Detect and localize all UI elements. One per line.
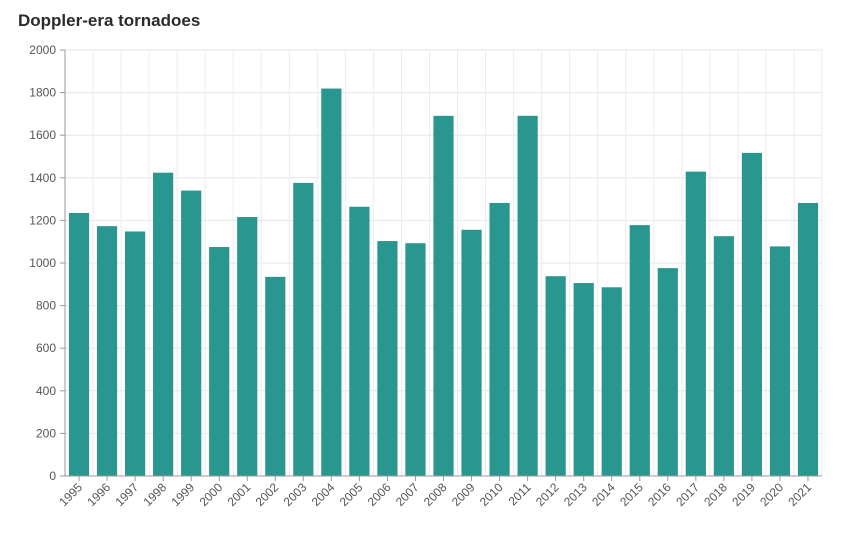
chart-title: Doppler-era tornadoes — [18, 11, 201, 30]
y-tick-label: 0 — [49, 469, 56, 483]
x-tick-label: 2000 — [197, 480, 226, 509]
bar-2017 — [685, 171, 706, 477]
y-tick-labels: 0 200 400 600 800 1000 1200 1400 1600 1800 2000 — [29, 43, 56, 483]
x-tick-label: 2006 — [365, 480, 394, 509]
bar-2010 — [489, 202, 510, 476]
y-tick-label: 1200 — [29, 213, 56, 227]
x-tick-label: 2019 — [729, 480, 758, 509]
y-tick-label: 1000 — [29, 256, 56, 270]
x-tick-label: 2010 — [477, 480, 506, 509]
x-tick-label: 2002 — [253, 480, 282, 509]
x-tick-label: 2013 — [561, 480, 590, 509]
x-tick-label: 1995 — [56, 480, 85, 509]
bar-2018 — [713, 236, 734, 476]
x-tick-label: 2020 — [757, 480, 786, 509]
x-tick-label: 2012 — [533, 480, 562, 509]
x-tick-label: 2011 — [506, 480, 534, 508]
x-tick-label: 2015 — [617, 480, 646, 509]
y-tick-label: 600 — [36, 341, 56, 355]
x-tick-label: 1997 — [112, 480, 141, 509]
x-tick-label: 2007 — [393, 480, 422, 509]
x-tick-label: 2017 — [673, 480, 702, 509]
bars — [68, 88, 819, 477]
bar-1998 — [153, 172, 174, 477]
bar-2012 — [545, 276, 566, 476]
bar-2009 — [461, 229, 482, 476]
bar-2014 — [601, 287, 622, 476]
y-tick-label: 1600 — [29, 128, 56, 142]
bar-2016 — [657, 268, 678, 476]
y-tick-label: 400 — [36, 384, 56, 398]
bar-2013 — [573, 283, 594, 476]
x-tick-label: 2008 — [421, 480, 450, 509]
y-tick-label: 2000 — [29, 43, 56, 57]
x-tick-label: 2001 — [225, 480, 254, 509]
axes — [60, 49, 822, 481]
x-tick-label: 1999 — [169, 480, 198, 509]
y-tick-label: 1800 — [29, 86, 56, 100]
bar-2007 — [405, 243, 426, 476]
x-tick-labels: 1995 1996 1997 1998 1999 2000 2001 2002 2003 2004… — [56, 480, 814, 509]
bar-2000 — [209, 247, 230, 476]
bar-1997 — [124, 231, 146, 476]
y-tick-label: 800 — [36, 299, 56, 313]
x-tick-label: 2004 — [309, 480, 338, 509]
bar-2019 — [741, 152, 763, 476]
x-tick-label: 2009 — [449, 480, 478, 509]
bar-2011 — [517, 115, 538, 476]
bar-2001 — [237, 216, 258, 476]
bar-2021 — [797, 202, 819, 476]
x-tick-label: 2003 — [281, 480, 310, 509]
bar-1995 — [68, 212, 90, 476]
x-tick-label: 2014 — [589, 480, 618, 509]
bar-2008 — [433, 115, 454, 476]
bar-2003 — [293, 182, 314, 477]
x-tick-label: 1996 — [84, 480, 113, 509]
x-tick-label: 2018 — [701, 480, 730, 509]
x-tick-label: 2005 — [337, 480, 366, 509]
y-tick-label: 1400 — [29, 171, 56, 185]
bar-2005 — [349, 206, 370, 476]
bar-2015 — [629, 225, 650, 476]
bar-1996 — [96, 226, 118, 476]
bar-2020 — [769, 246, 791, 476]
bar-2002 — [265, 276, 286, 476]
bar-2006 — [377, 241, 398, 476]
y-tick-label: 200 — [36, 426, 56, 440]
x-tick-label: 2016 — [645, 480, 674, 509]
x-tick-label: 1998 — [140, 480, 169, 509]
x-tick-label: 2021 — [785, 480, 814, 509]
bar-2004 — [321, 88, 342, 476]
bar-1999 — [181, 190, 202, 476]
